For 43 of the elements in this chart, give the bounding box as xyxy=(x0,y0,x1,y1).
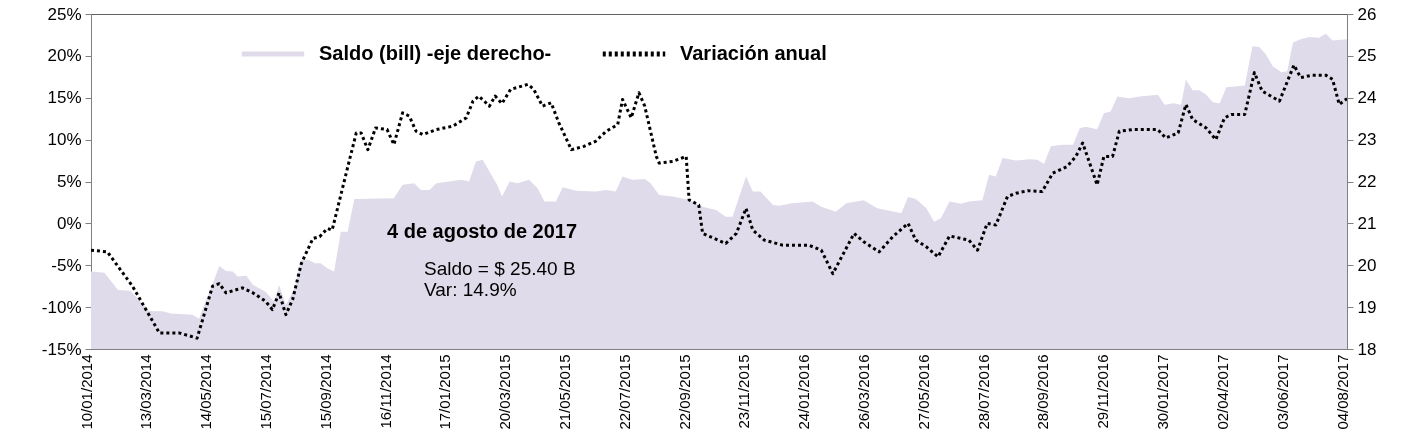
y2-tick-label: 22 xyxy=(1357,172,1377,191)
annotation: Saldo = $ 25.40 B xyxy=(424,258,576,279)
y2-tick-label: 19 xyxy=(1357,297,1377,317)
annotation: Var: 14.9% xyxy=(424,279,517,300)
x-tick-label: 17/01/2015 xyxy=(436,354,454,430)
x-tick-label: 13/03/2014 xyxy=(137,354,155,430)
y-tick-label: 0% xyxy=(56,213,82,233)
x-tick-label: 02/04/2017 xyxy=(1213,354,1231,430)
y2-tick-label: 23 xyxy=(1357,130,1377,150)
x-tick-label: 21/05/2015 xyxy=(555,354,573,430)
x-tick-label: 04/08/2017 xyxy=(1333,354,1351,430)
x-tick-label: 03/06/2017 xyxy=(1273,354,1291,430)
x-tick-label: 29/11/2016 xyxy=(1094,354,1112,429)
y2-tick-label: 18 xyxy=(1357,339,1377,359)
legend-label: Variación anual xyxy=(680,42,827,64)
x-tick-label: 22/07/2015 xyxy=(615,354,633,430)
x-tick-label: 15/07/2014 xyxy=(256,354,274,430)
x-tick-label: 15/09/2014 xyxy=(316,354,334,430)
x-tick-label: 24/01/2016 xyxy=(795,354,813,430)
y-tick-label: 25% xyxy=(47,4,82,24)
annotation: 4 de agosto de 2017 xyxy=(387,220,578,242)
x-tick-label: 28/07/2016 xyxy=(974,354,992,430)
y-tick-label: 10% xyxy=(47,130,82,150)
legend-label: Saldo (bill) -eje derecho- xyxy=(319,42,552,64)
x-tick-label: 30/01/2017 xyxy=(1154,354,1172,430)
y2-tick-label: 21 xyxy=(1357,213,1377,233)
y2-tick-label: 26 xyxy=(1357,4,1377,24)
y-tick-label: -10% xyxy=(41,297,82,317)
y2-tick-label: 24 xyxy=(1357,88,1377,108)
x-tick-label: 23/11/2015 xyxy=(735,354,753,429)
y2-tick-label: 25 xyxy=(1357,46,1377,66)
y-tick-label: -5% xyxy=(51,255,82,275)
y-tick-label: 20% xyxy=(47,46,82,66)
y2-tick-label: 20 xyxy=(1357,255,1377,275)
x-tick-label: 27/05/2016 xyxy=(914,354,932,430)
x-tick-label: 22/09/2015 xyxy=(675,354,693,430)
x-tick-label: 14/05/2014 xyxy=(197,354,215,430)
x-tick-label: 20/03/2015 xyxy=(496,354,514,430)
y-tick-label: 5% xyxy=(56,172,82,191)
x-tick-label: 26/03/2016 xyxy=(855,354,873,430)
x-tick-label: 16/11/2014 xyxy=(376,354,394,429)
y-tick-label: 15% xyxy=(47,88,82,108)
x-tick-label: 28/09/2016 xyxy=(1034,354,1052,430)
